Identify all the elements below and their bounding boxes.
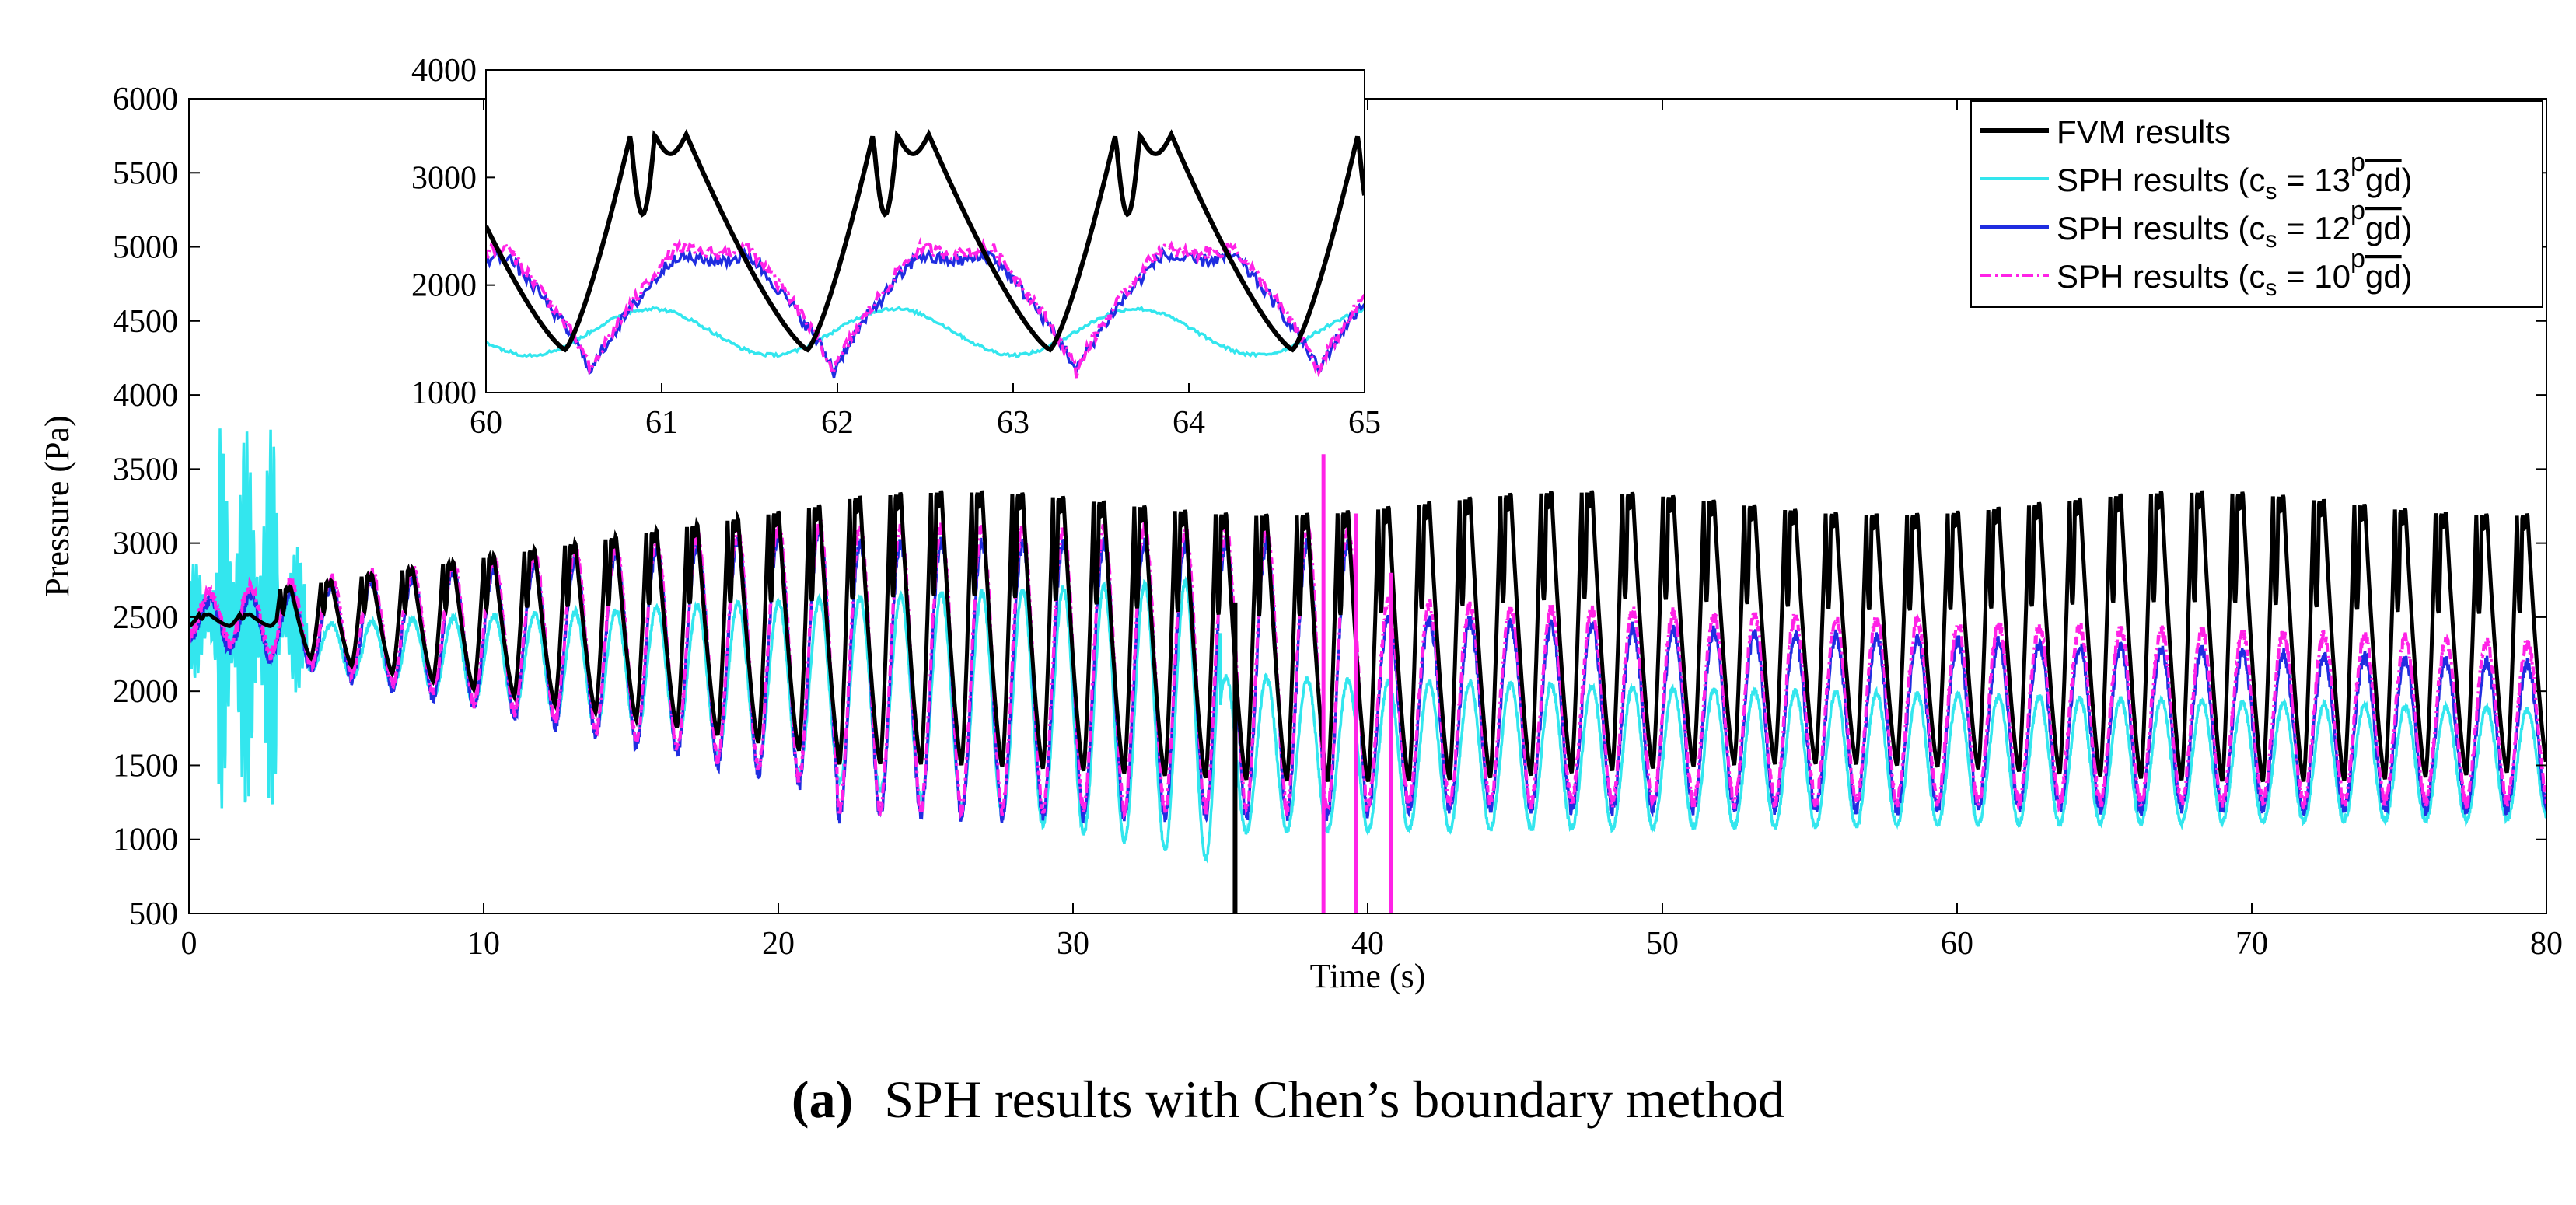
y-tick-label: 4500: [113, 304, 178, 340]
legend-eq: = 12: [2277, 210, 2351, 246]
inset-y-tick-label: 4000: [411, 53, 477, 89]
inset-series: [486, 128, 1365, 379]
inset-area: [486, 70, 1365, 393]
caption-text: SPH results with Chen’s boundary method: [884, 1070, 1785, 1129]
legend-sqrt-arg: gd: [2365, 210, 2402, 246]
inset-y-tick-label: 3000: [411, 160, 477, 196]
legend-c: c: [2249, 210, 2265, 246]
caption-label: (a): [791, 1070, 854, 1129]
y-tick-label: 3500: [113, 452, 178, 487]
y-tick-label: 3000: [113, 526, 178, 562]
y-tick-label: 2500: [113, 600, 178, 636]
series-sph10: [189, 514, 2546, 820]
inset-x-tick-label: 62: [821, 405, 854, 441]
inset-x-tick-label: 64: [1173, 405, 1205, 441]
inset-frame: [485, 69, 1365, 393]
legend-eq: = 10: [2277, 258, 2351, 295]
y-tick-label: 6000: [113, 82, 178, 117]
y-tick-label: 1000: [113, 823, 178, 858]
legend-c: c: [2249, 258, 2265, 295]
legend-label-2: SPH results (cs = 12pgd): [2057, 196, 2413, 253]
legend-close: ): [2402, 210, 2413, 246]
y-axis-label: Pressure (Pa): [38, 415, 76, 596]
series-fvm: [189, 490, 2546, 783]
x-tick-label: 80: [2530, 926, 2563, 962]
y-tick-label: 500: [129, 896, 178, 932]
legend-sqrt-arg: gd: [2365, 162, 2402, 198]
x-axis-label: Time (s): [1310, 957, 1426, 995]
legend-eq: = 13: [2277, 162, 2351, 198]
inset-y-tick-label: 2000: [411, 268, 477, 304]
legend-label-1: SPH results (cs = 13pgd): [2057, 148, 2413, 204]
legend-label-3: SPH results (cs = 10pgd): [2057, 244, 2413, 301]
legend-prefix: SPH results (: [2057, 210, 2249, 246]
inset-plot: 60 61 62 63 64 65 1000 2000 3000 4000: [411, 53, 1381, 441]
legend-close: ): [2402, 162, 2413, 198]
legend-sqrt-sign: p: [2351, 148, 2365, 177]
legend-prefix: SPH results (: [2057, 162, 2249, 198]
legend-label-0: FVM results: [2057, 114, 2231, 150]
x-tick-label: 10: [467, 926, 500, 962]
x-tick-label: 50: [1646, 926, 1679, 962]
inset-fvm: [486, 128, 1365, 353]
main-series: [189, 428, 2546, 913]
series-sph13: [189, 428, 2546, 864]
x-tick-label: 20: [762, 926, 795, 962]
inset-x-tick-label: 65: [1348, 405, 1381, 441]
y-tick-label: 5000: [113, 230, 178, 266]
inset-x-tick-label: 60: [470, 405, 502, 441]
legend-c: c: [2249, 162, 2265, 198]
inset-y-tick-label: 1000: [411, 375, 477, 411]
y-tick-label: 4000: [113, 378, 178, 414]
legend-box: [1970, 100, 2543, 308]
legend-sqrt-sign: p: [2351, 244, 2365, 274]
figure-caption: (a) SPH results with Chen’s boundary meth…: [0, 1069, 2576, 1130]
legend-sqrt-sign: p: [2351, 196, 2365, 225]
inset-x-tick-label: 61: [645, 405, 678, 441]
x-tick-label: 30: [1057, 926, 1089, 962]
legend-sub: s: [2265, 179, 2277, 204]
legend-close: ): [2402, 258, 2413, 295]
legend-sqrt-arg: gd: [2365, 258, 2402, 295]
y-tick-label: 1500: [113, 748, 178, 784]
inset-x-tick-label: 63: [997, 405, 1029, 441]
x-tick-label: 40: [1351, 926, 1384, 962]
legend-prefix: SPH results (: [2057, 258, 2249, 295]
x-tick-label: 0: [181, 926, 197, 962]
inset-sph10: [486, 236, 1365, 379]
y-tick-label: 2000: [113, 674, 178, 710]
legend-sub: s: [2265, 275, 2277, 301]
inset-sph12: [486, 245, 1365, 379]
x-tick-label: 70: [2235, 926, 2268, 962]
x-tick-label: 60: [1941, 926, 1973, 962]
legend-sub: s: [2265, 227, 2277, 253]
y-tick-label: 5500: [113, 155, 178, 191]
